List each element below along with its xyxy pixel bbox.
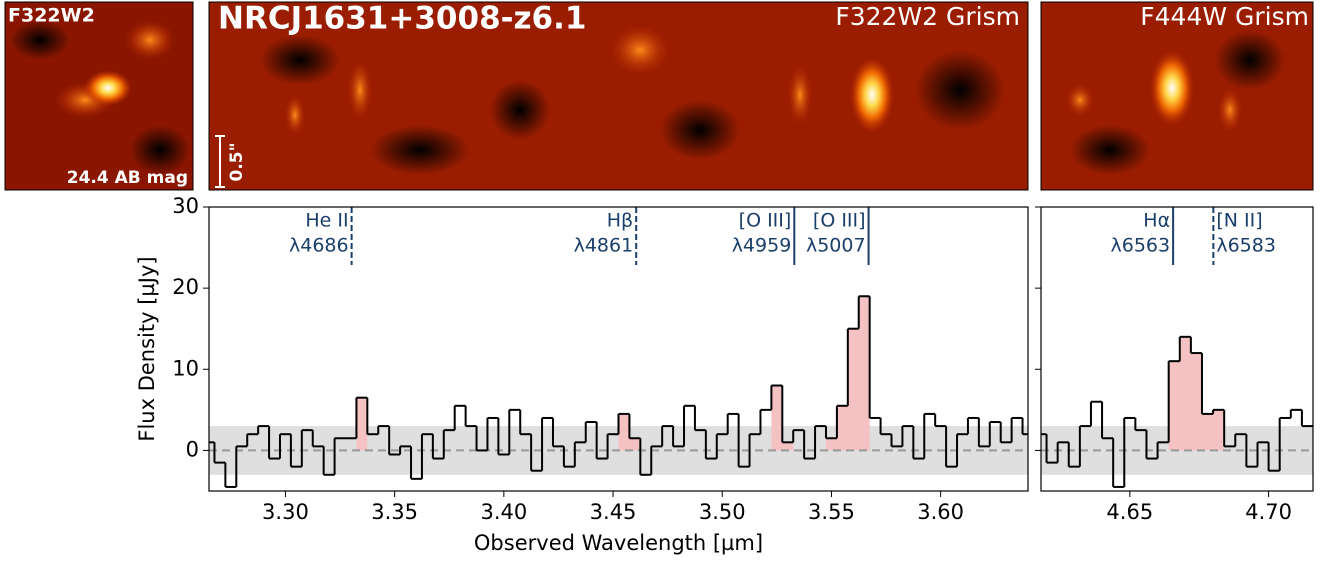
line-name: He II xyxy=(305,210,348,232)
scale-bar: 0.5" xyxy=(215,135,247,188)
line-name: Hβ xyxy=(607,210,633,232)
line-name: [O III] xyxy=(813,210,866,232)
line-wavelength: λ4686 xyxy=(289,235,349,257)
line-name: [N II] xyxy=(1216,210,1262,232)
line-name: Hα xyxy=(1143,210,1170,232)
y-axis-label: Flux Density [µJy] xyxy=(135,256,159,441)
x-tick-label: 3.45 xyxy=(590,500,637,524)
x-tick-label: 4.70 xyxy=(1245,500,1292,524)
figure-title: NRCJ1631+3008-z6.1 xyxy=(218,1,586,37)
line-wavelength: λ5007 xyxy=(806,235,866,257)
line-wavelength: λ6583 xyxy=(1216,235,1276,257)
grism-frame xyxy=(208,1,1029,191)
x-tick-label: 4.65 xyxy=(1106,500,1153,524)
line-fill xyxy=(1168,336,1225,451)
y-tick-label: 0 xyxy=(186,437,199,461)
grism-label: F444W Grism xyxy=(1140,2,1309,31)
scale-bar-label: 0.5" xyxy=(227,143,247,182)
grism-frame xyxy=(1040,1,1314,191)
line-fill xyxy=(618,413,641,451)
x-tick-label: 3.50 xyxy=(699,500,746,524)
x-tick-label: 3.55 xyxy=(808,500,855,524)
y-tick-label: 10 xyxy=(172,356,199,380)
grism-label: F322W2 Grism xyxy=(835,2,1020,31)
line-wavelength: λ6563 xyxy=(1111,235,1171,257)
x-tick-label: 3.40 xyxy=(480,500,527,524)
line-wavelength: λ4959 xyxy=(732,235,792,257)
x-axis-label: Observed Wavelength [µm] xyxy=(474,531,763,555)
thumbnail-label: F322W2 xyxy=(8,5,95,27)
thumbnail-image xyxy=(5,2,193,190)
x-tick-label: 3.30 xyxy=(262,500,309,524)
line-wavelength: λ4861 xyxy=(574,235,634,257)
grism-image-f322w2 xyxy=(209,2,1028,190)
axes-frame xyxy=(1040,206,1314,492)
line-fill xyxy=(356,397,368,451)
grism-image-f444w xyxy=(1041,2,1313,190)
line-fill xyxy=(825,296,870,451)
y-tick-label: 30 xyxy=(172,194,199,218)
thumbnail-magnitude: 24.4 AB mag xyxy=(67,168,188,188)
line-name: [O III] xyxy=(739,210,792,232)
y-tick-label: 20 xyxy=(172,275,199,299)
thumbnail-frame xyxy=(4,1,194,191)
x-tick-label: 3.60 xyxy=(917,500,964,524)
x-tick-label: 3.35 xyxy=(371,500,418,524)
axes-frame xyxy=(208,206,1029,492)
